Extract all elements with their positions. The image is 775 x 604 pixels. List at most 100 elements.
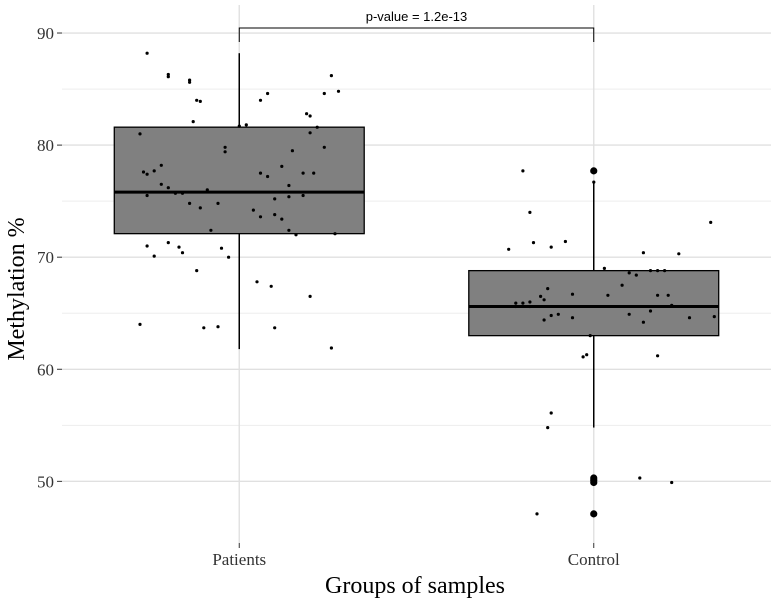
data-point	[507, 247, 511, 251]
data-point	[581, 355, 585, 359]
data-point	[531, 241, 536, 245]
data-point	[563, 239, 568, 244]
data-point	[287, 183, 291, 188]
y-axis-title: Methylation %	[4, 217, 30, 360]
data-point	[280, 217, 284, 221]
data-point	[227, 255, 231, 259]
data-point	[294, 233, 298, 237]
p-value-label: p-value = 1.2e-13	[366, 9, 468, 24]
data-point	[521, 301, 525, 305]
data-point	[528, 300, 532, 304]
axes: 50 60 70 80 90 Patients Control	[37, 24, 620, 569]
data-point	[273, 197, 277, 201]
data-point	[195, 269, 199, 273]
data-point	[336, 89, 341, 93]
data-point	[280, 164, 284, 168]
data-point	[514, 301, 518, 305]
data-point	[712, 315, 716, 319]
data-point	[521, 169, 525, 173]
data-point	[188, 80, 192, 84]
data-point	[656, 293, 660, 297]
data-point	[202, 326, 206, 330]
data-point	[237, 124, 241, 128]
data-point	[570, 316, 575, 320]
data-point	[709, 220, 713, 224]
x-axis-title: Groups of samples	[325, 573, 505, 599]
data-point	[549, 313, 553, 318]
y-tick-label: 70	[37, 248, 54, 267]
data-point	[258, 215, 263, 219]
data-point	[216, 201, 220, 205]
data-point	[266, 174, 270, 179]
data-point	[648, 269, 653, 273]
data-point	[216, 325, 220, 329]
data-point	[166, 75, 170, 79]
y-tick-label: 60	[37, 360, 54, 379]
data-point	[166, 186, 170, 190]
x-tick-label: Control	[568, 550, 620, 569]
data-point	[173, 191, 177, 195]
data-point	[308, 114, 312, 118]
data-point	[188, 201, 192, 205]
points-patients	[138, 51, 341, 350]
outlier-point	[590, 478, 598, 487]
data-point	[152, 169, 156, 173]
data-point	[549, 245, 553, 249]
data-point	[145, 51, 149, 55]
data-point	[159, 163, 163, 167]
data-point	[634, 273, 638, 277]
data-point	[546, 426, 550, 430]
data-point	[308, 294, 312, 298]
data-point	[312, 171, 316, 175]
data-point	[273, 213, 277, 217]
data-point	[322, 91, 326, 96]
data-point	[315, 125, 319, 129]
data-point	[592, 180, 596, 184]
data-point	[266, 91, 270, 96]
data-point	[542, 298, 546, 302]
data-point	[301, 193, 305, 198]
data-point	[602, 266, 607, 270]
data-point	[269, 284, 273, 288]
data-point	[191, 120, 195, 124]
x-tick-label: Patients	[212, 550, 266, 569]
data-point	[198, 206, 202, 210]
data-point	[223, 150, 227, 154]
data-point	[528, 210, 532, 214]
data-point	[585, 353, 589, 357]
y-tick-label: 90	[37, 24, 54, 43]
data-point	[570, 292, 575, 296]
data-point	[322, 145, 326, 149]
data-point	[514, 304, 518, 309]
data-point	[145, 193, 149, 198]
data-point	[638, 476, 642, 480]
data-point	[209, 228, 213, 232]
data-point	[251, 208, 255, 212]
data-point	[305, 112, 309, 116]
data-point	[677, 252, 681, 256]
data-point	[627, 312, 631, 316]
data-point	[528, 304, 532, 309]
data-point	[556, 312, 560, 316]
data-point	[223, 145, 227, 149]
data-point	[273, 326, 277, 330]
box-patients	[113, 53, 365, 350]
data-point	[546, 287, 550, 291]
data-point	[166, 241, 170, 245]
data-point	[138, 132, 142, 136]
data-point	[656, 354, 660, 358]
data-point	[258, 171, 263, 175]
plot-marks	[113, 51, 720, 518]
data-point	[198, 99, 202, 103]
data-point	[244, 123, 248, 127]
data-point	[549, 411, 553, 415]
data-point	[166, 72, 170, 77]
data-point	[287, 228, 291, 232]
data-point	[145, 172, 149, 176]
box-iqr	[468, 269, 720, 337]
data-point	[152, 254, 156, 258]
data-point	[666, 293, 670, 297]
data-point	[290, 149, 294, 153]
data-point	[195, 98, 199, 102]
